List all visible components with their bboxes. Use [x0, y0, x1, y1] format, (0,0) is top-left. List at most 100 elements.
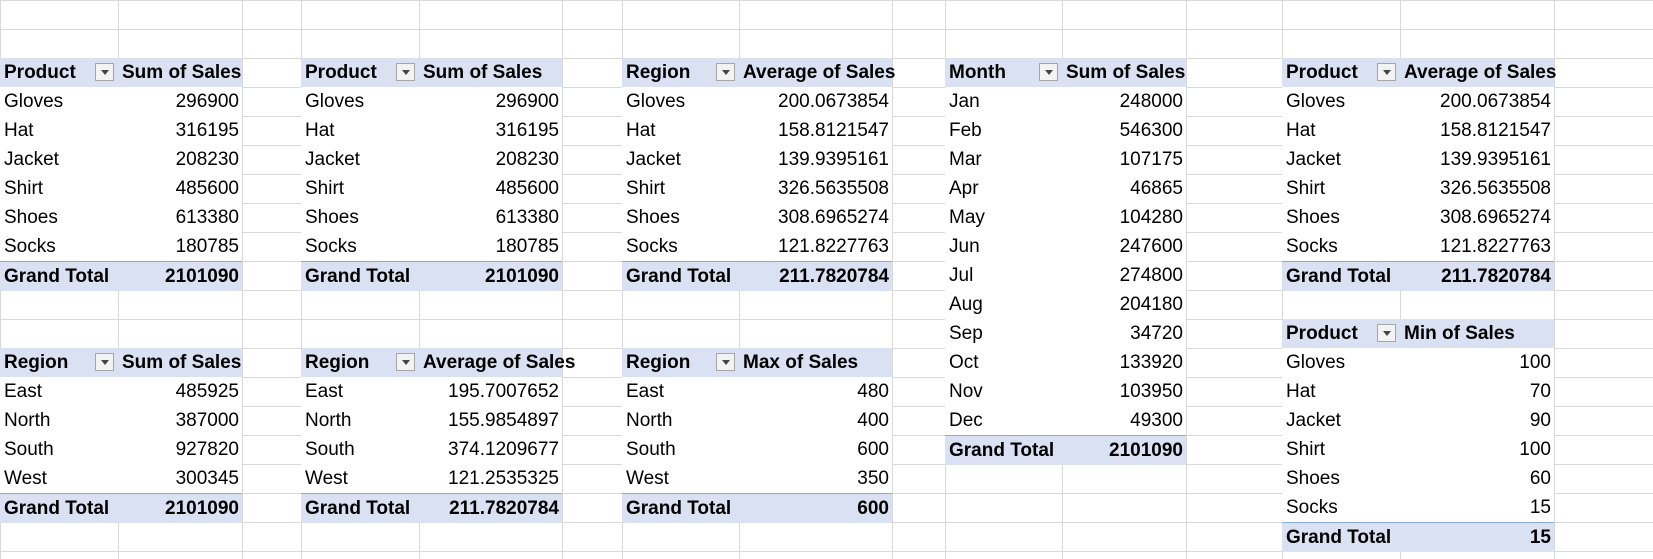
pivot-data-row-value[interactable]: 70: [1400, 377, 1554, 406]
pivot-data-row-value[interactable]: 180785: [419, 232, 562, 261]
pivot-data-row-label[interactable]: East: [622, 377, 739, 406]
pivot-data-row-value[interactable]: 107175: [1062, 145, 1186, 174]
filter-dropdown-icon[interactable]: [716, 63, 735, 81]
pivot-data-row-label[interactable]: South: [622, 435, 739, 464]
pivot-data-row-label[interactable]: Shirt: [0, 174, 118, 203]
pivot-data-row-value[interactable]: 103950: [1062, 377, 1186, 406]
pivot-data-row[interactable]: Aug 204180: [945, 290, 1186, 319]
pivot-data-row-value[interactable]: 387000: [118, 406, 242, 435]
pivot-data-row[interactable]: North 400: [622, 406, 892, 435]
pivot-table-product-sum-1[interactable]: Product Sum of Sales Gloves 296900 Hat 316195…: [0, 58, 242, 291]
pivot-data-row-value[interactable]: 326.5635508: [739, 174, 892, 203]
pivot-data-row-label[interactable]: South: [301, 435, 419, 464]
pivot-data-row-value[interactable]: 200.0673854: [1400, 87, 1554, 116]
pivot-data-row-label[interactable]: South: [0, 435, 118, 464]
pivot-grand-total-row-value[interactable]: 211.7820784: [419, 494, 562, 523]
pivot-grand-total-row-label[interactable]: Grand Total: [0, 494, 118, 523]
pivot-header-row[interactable]: Region Max of Sales: [622, 348, 892, 377]
pivot-header-row-value[interactable]: Average of Sales: [419, 348, 575, 377]
pivot-data-row-value[interactable]: 326.5635508: [1400, 174, 1554, 203]
pivot-data-row[interactable]: South 374.1209677: [301, 435, 562, 464]
pivot-header-row[interactable]: Region Sum of Sales: [0, 348, 242, 377]
pivot-data-row[interactable]: Nov 103950: [945, 377, 1186, 406]
pivot-data-row-label[interactable]: Gloves: [622, 87, 739, 116]
pivot-data-row-label[interactable]: Hat: [0, 116, 118, 145]
filter-dropdown-icon[interactable]: [95, 353, 114, 371]
pivot-header-row-value[interactable]: Sum of Sales: [118, 348, 242, 377]
pivot-data-row-value[interactable]: 158.8121547: [1400, 116, 1554, 145]
pivot-data-row-label[interactable]: East: [0, 377, 118, 406]
pivot-header-row-value[interactable]: Min of Sales: [1400, 319, 1554, 348]
pivot-data-row-label[interactable]: Feb: [945, 116, 1062, 145]
pivot-data-row[interactable]: Jacket 208230: [301, 145, 562, 174]
pivot-data-row-value[interactable]: 90: [1400, 406, 1554, 435]
filter-dropdown-icon[interactable]: [396, 63, 415, 81]
pivot-header-row[interactable]: Product Sum of Sales: [301, 58, 562, 87]
pivot-data-row-label[interactable]: East: [301, 377, 419, 406]
pivot-data-row-label[interactable]: Hat: [301, 116, 419, 145]
pivot-header-row-value[interactable]: Sum of Sales: [1062, 58, 1186, 87]
pivot-data-row-value[interactable]: 308.6965274: [739, 203, 892, 232]
pivot-data-row-label[interactable]: West: [0, 464, 118, 493]
pivot-data-row-label[interactable]: Socks: [1282, 232, 1400, 261]
pivot-data-row-label[interactable]: Socks: [301, 232, 419, 261]
pivot-data-row[interactable]: Hat 316195: [301, 116, 562, 145]
pivot-data-row-label[interactable]: May: [945, 203, 1062, 232]
pivot-data-row-label[interactable]: Shirt: [622, 174, 739, 203]
pivot-data-row-label[interactable]: Shoes: [301, 203, 419, 232]
pivot-data-row-value[interactable]: 485600: [419, 174, 562, 203]
pivot-grand-total-row-label[interactable]: Grand Total: [301, 262, 419, 291]
pivot-data-row-label[interactable]: Gloves: [0, 87, 118, 116]
pivot-grand-total-row[interactable]: Grand Total 2101090: [945, 435, 1186, 465]
pivot-grand-total-row-label[interactable]: Grand Total: [0, 262, 118, 291]
pivot-grand-total-row[interactable]: Grand Total 2101090: [301, 261, 562, 291]
pivot-data-row-label[interactable]: Apr: [945, 174, 1062, 203]
pivot-data-row-value[interactable]: 400: [739, 406, 892, 435]
pivot-data-row[interactable]: Jul 274800: [945, 261, 1186, 290]
pivot-header-row-value[interactable]: Average of Sales: [739, 58, 895, 87]
pivot-grand-total-row-label[interactable]: Grand Total: [301, 494, 419, 523]
pivot-data-row-label[interactable]: West: [622, 464, 739, 493]
pivot-data-row-label[interactable]: Jacket: [301, 145, 419, 174]
pivot-data-row-value[interactable]: 204180: [1062, 290, 1186, 319]
pivot-header-row[interactable]: Month Sum of Sales: [945, 58, 1186, 87]
pivot-grand-total-row-label[interactable]: Grand Total: [945, 436, 1062, 465]
pivot-grand-total-row-value[interactable]: 2101090: [419, 262, 562, 291]
pivot-data-row-value[interactable]: 200.0673854: [739, 87, 892, 116]
pivot-data-row[interactable]: Jacket 90: [1282, 406, 1554, 435]
pivot-data-row[interactable]: Hat 70: [1282, 377, 1554, 406]
pivot-data-row[interactable]: Shoes 613380: [0, 203, 242, 232]
pivot-header-row-value[interactable]: Average of Sales: [1400, 58, 1556, 87]
pivot-data-row-label[interactable]: Nov: [945, 377, 1062, 406]
pivot-data-row-label[interactable]: Socks: [622, 232, 739, 261]
pivot-data-row[interactable]: Shirt 100: [1282, 435, 1554, 464]
pivot-data-row[interactable]: West 350: [622, 464, 892, 493]
pivot-grand-total-row-value[interactable]: 211.7820784: [739, 262, 892, 291]
pivot-data-row-label[interactable]: Jacket: [1282, 406, 1400, 435]
pivot-data-row-value[interactable]: 927820: [118, 435, 242, 464]
filter-dropdown-icon[interactable]: [95, 63, 114, 81]
pivot-data-row[interactable]: Oct 133920: [945, 348, 1186, 377]
pivot-data-row[interactable]: Hat 158.8121547: [1282, 116, 1554, 145]
pivot-header-row-value[interactable]: Max of Sales: [739, 348, 892, 377]
pivot-data-row-value[interactable]: 600: [739, 435, 892, 464]
pivot-data-row[interactable]: East 195.7007652: [301, 377, 562, 406]
pivot-data-row[interactable]: Shoes 308.6965274: [1282, 203, 1554, 232]
pivot-data-row[interactable]: Socks 180785: [0, 232, 242, 261]
pivot-data-row-label[interactable]: Shoes: [1282, 464, 1400, 493]
pivot-grand-total-row-value[interactable]: 600: [739, 494, 892, 523]
pivot-data-row-value[interactable]: 613380: [419, 203, 562, 232]
pivot-data-row-value[interactable]: 350: [739, 464, 892, 493]
pivot-table-product-average[interactable]: Product Average of Sales Gloves 200.0673854…: [1282, 58, 1556, 291]
pivot-data-row-label[interactable]: Oct: [945, 348, 1062, 377]
pivot-data-row[interactable]: Hat 158.8121547: [622, 116, 892, 145]
pivot-data-row[interactable]: West 300345: [0, 464, 242, 493]
pivot-data-row[interactable]: Jacket 208230: [0, 145, 242, 174]
pivot-data-row-label[interactable]: Dec: [945, 406, 1062, 435]
pivot-data-row[interactable]: Dec 49300: [945, 406, 1186, 435]
pivot-data-row-value[interactable]: 248000: [1062, 87, 1186, 116]
pivot-data-row-label[interactable]: Socks: [0, 232, 118, 261]
pivot-header-row[interactable]: Region Average of Sales: [622, 58, 895, 87]
pivot-table-region-max[interactable]: Region Max of Sales East 480 North 400 South 60…: [622, 348, 892, 523]
pivot-header-row[interactable]: Product Min of Sales: [1282, 319, 1554, 348]
